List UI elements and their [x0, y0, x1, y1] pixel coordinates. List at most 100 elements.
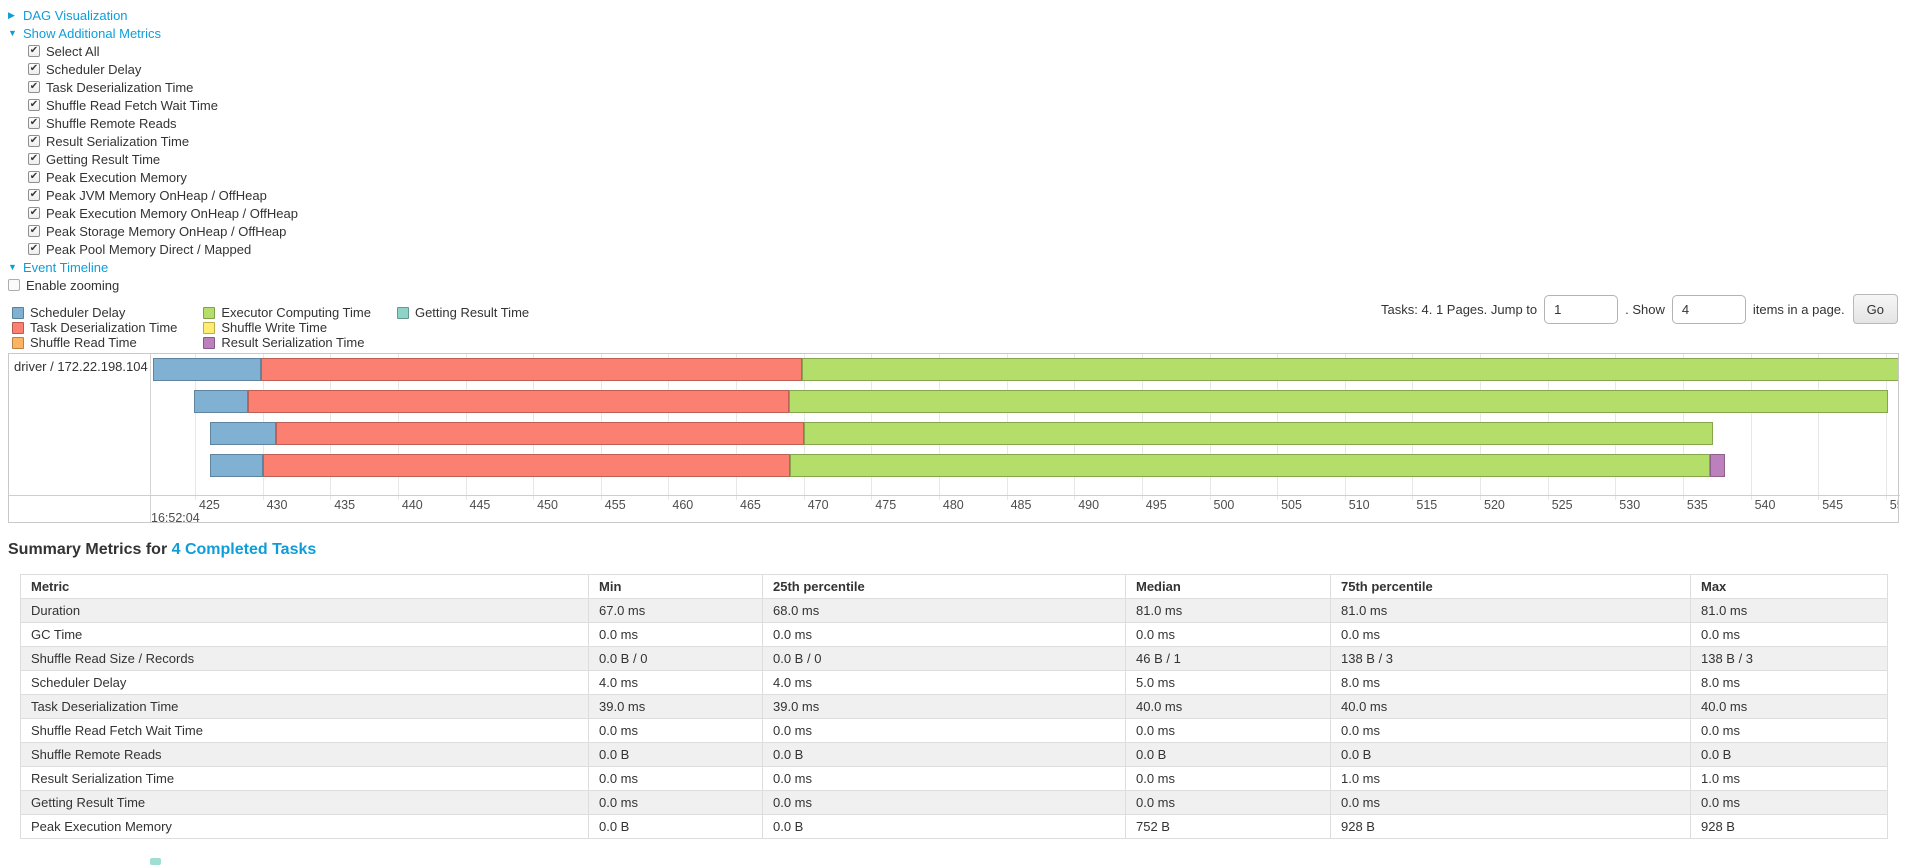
metric-checkbox-label: Getting Result Time: [46, 151, 161, 167]
triangle-down-icon: ▼: [8, 28, 17, 38]
metric-checkbox-row[interactable]: ✔ Peak JVM Memory OnHeap / OffHeap: [8, 186, 298, 204]
metric-value-cell: 0.0 B: [1125, 742, 1331, 767]
jump-to-page-input[interactable]: [1544, 294, 1619, 324]
go-button[interactable]: Go: [1852, 294, 1898, 324]
metric-checkbox-row[interactable]: ✔ Scheduler Delay: [8, 60, 298, 78]
legend-color-swatch: [12, 321, 24, 334]
legend-item: Executor Computing Time: [203, 305, 371, 320]
legend-label: Shuffle Write Time: [221, 320, 328, 335]
axis-tick-label: 540: [1754, 498, 1776, 512]
legend-color-swatch: [396, 306, 409, 319]
metric-checkbox[interactable]: ✔: [28, 171, 40, 183]
metric-checkbox[interactable]: ✔: [28, 81, 40, 93]
metric-checkbox-label: Select All: [46, 43, 100, 59]
task-bar-segment-scheduler_delay[interactable]: [153, 358, 262, 381]
task-bar-segment-executor_computing[interactable]: [803, 422, 1713, 445]
metric-value-cell: 0.0 ms: [1125, 766, 1331, 791]
task-bar-segment-scheduler_delay[interactable]: [193, 390, 248, 413]
axis-gridline: [195, 354, 196, 500]
metric-checkbox[interactable]: ✔: [28, 153, 40, 165]
task-bar-segment-task_deserialization[interactable]: [247, 390, 789, 413]
metric-value-cell: 0.0 B / 0: [588, 646, 763, 671]
metric-checkbox[interactable]: ✔: [28, 45, 40, 57]
metric-name-cell: Shuffle Read Size / Records: [20, 646, 589, 671]
legend-label: Executor Computing Time: [221, 305, 371, 320]
metric-checkbox[interactable]: ✔: [28, 63, 40, 75]
enable-zooming-checkbox[interactable]: [8, 279, 20, 291]
metric-value-cell: 0.0 ms: [588, 718, 763, 743]
task-bar-segment-scheduler_delay[interactable]: [209, 454, 263, 477]
task-bar-segment-scheduler_delay[interactable]: [209, 422, 277, 445]
dag-visualization-link[interactable]: DAG Visualization: [23, 7, 128, 23]
pagination-text-mid: . Show: [1625, 301, 1665, 317]
task-pagination: Tasks: 4. 1 Pages. Jump to . Show items …: [1381, 294, 1898, 324]
table-header-cell: Median: [1125, 574, 1331, 599]
enable-zooming-row[interactable]: Enable zooming: [8, 276, 298, 294]
task-bar-segment-executor_computing[interactable]: [790, 454, 1710, 477]
task-bar-segment-result_serialization[interactable]: [1710, 454, 1725, 477]
metric-value-cell: 40.0 ms: [1690, 694, 1888, 719]
axis-tick-label: 535: [1686, 498, 1708, 512]
show-additional-metrics-toggle[interactable]: ▼ Show Additional Metrics: [8, 24, 298, 42]
axis-tick-label: 470: [807, 498, 829, 512]
completed-tasks-link[interactable]: 4 Completed Tasks: [171, 541, 317, 558]
metric-value-cell: 81.0 ms: [1330, 598, 1691, 623]
axis-tick-label: 460: [672, 498, 694, 512]
metric-value-cell: 67.0 ms: [588, 598, 763, 623]
dag-visualization-toggle[interactable]: ▶ DAG Visualization: [8, 6, 298, 24]
metric-checkbox[interactable]: ✔: [28, 135, 40, 147]
metric-checkbox[interactable]: ✔: [28, 207, 40, 219]
metric-value-cell: 68.0 ms: [762, 598, 1126, 623]
metric-checkbox-label: Shuffle Remote Reads: [46, 115, 177, 131]
metric-checkbox[interactable]: ✔: [28, 117, 40, 129]
metric-checkbox-row[interactable]: ✔ Select All: [8, 42, 298, 60]
task-bar-segment-task_deserialization[interactable]: [276, 422, 804, 445]
axis-tick-label: 435: [334, 498, 356, 512]
triangle-down-icon: ▼: [8, 262, 17, 272]
metric-checkbox-row[interactable]: ✔ Shuffle Remote Reads: [8, 114, 298, 132]
metric-checkbox[interactable]: ✔: [28, 243, 40, 255]
axis-tick-label: 450: [537, 498, 558, 512]
metric-checkbox-row[interactable]: ✔ Peak Storage Memory OnHeap / OffHeap: [8, 222, 298, 240]
show-additional-metrics-link[interactable]: Show Additional Metrics: [23, 25, 162, 41]
metric-checkbox-label: Scheduler Delay: [46, 61, 142, 77]
axis-separator-line: [9, 495, 1900, 496]
metric-checkbox[interactable]: ✔: [28, 225, 40, 237]
metric-name-cell: Shuffle Read Fetch Wait Time: [20, 718, 589, 743]
metric-value-cell: 5.0 ms: [1125, 670, 1331, 695]
legend-item: Scheduler Delay: [12, 305, 177, 320]
metric-value-cell: 0.0 ms: [1125, 718, 1331, 743]
metric-name-cell: Scheduler Delay: [20, 670, 589, 695]
timeline-plot-area: 425 430 435 440 445 450 455 460 465 470 475 480 485 4…: [151, 354, 1898, 522]
metric-value-cell: 138 B / 3: [1330, 646, 1691, 671]
metric-checkbox[interactable]: ✔: [28, 189, 40, 201]
metric-value-cell: 0.0 B: [1330, 742, 1691, 767]
metric-checkbox-row[interactable]: ✔ Peak Execution Memory: [8, 168, 298, 186]
legend-item: Getting Result Time: [396, 305, 529, 320]
axis-tick-label: 495: [1145, 498, 1167, 512]
metric-checkbox-row[interactable]: ✔ Peak Execution Memory OnHeap / OffHeap: [8, 204, 298, 222]
task-bar-segment-executor_computing[interactable]: [802, 358, 1898, 381]
metric-checkbox-row[interactable]: ✔ Getting Result Time: [8, 150, 298, 168]
task-bar-segment-executor_computing[interactable]: [788, 390, 1889, 413]
metric-value-cell: 928 B: [1330, 814, 1691, 839]
metric-checkbox-row[interactable]: ✔ Shuffle Read Fetch Wait Time: [8, 96, 298, 114]
metric-checkbox-row[interactable]: ✔ Result Serialization Time: [8, 132, 298, 150]
event-timeline-link[interactable]: Event Timeline: [23, 259, 109, 275]
task-bar-segment-task_deserialization[interactable]: [261, 358, 803, 381]
metric-value-cell: 39.0 ms: [588, 694, 763, 719]
task-bar-segment-task_deserialization[interactable]: [262, 454, 791, 477]
axis-tick-label: 520: [1484, 498, 1505, 512]
metric-name-cell: Getting Result Time: [20, 790, 589, 815]
metric-checkbox-row[interactable]: ✔ Peak Pool Memory Direct / Mapped: [8, 240, 298, 258]
axis-tick-label: 445: [469, 498, 491, 512]
stage-controls: ▶ DAG Visualization ▼ Show Additional Me…: [8, 6, 298, 294]
metric-name-cell: Result Serialization Time: [20, 766, 589, 791]
metric-value-cell: 0.0 ms: [762, 790, 1126, 815]
pagination-text-after: items in a page.: [1752, 301, 1845, 317]
items-per-page-input[interactable]: [1671, 294, 1746, 324]
metric-checkbox[interactable]: ✔: [28, 99, 40, 111]
event-timeline-toggle[interactable]: ▼ Event Timeline: [8, 258, 298, 276]
metric-checkbox-row[interactable]: ✔ Task Deserialization Time: [8, 78, 298, 96]
table-header-row: Metric Min 25th percentile Median 75th perce…: [20, 574, 1888, 599]
